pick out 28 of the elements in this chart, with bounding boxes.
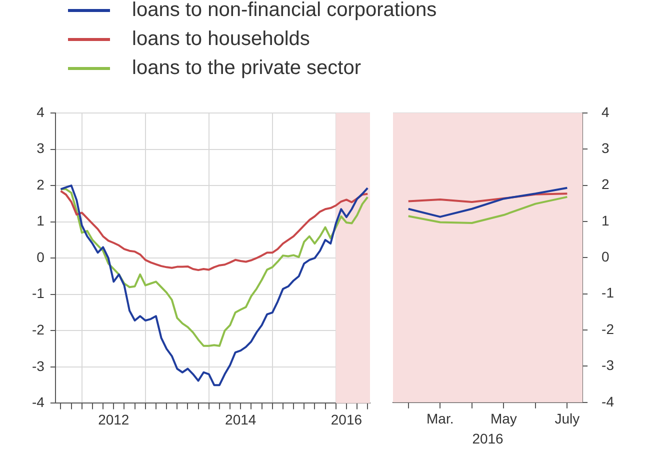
y-tick-label: 2 (36, 176, 45, 192)
y-tick-label: -4 (32, 394, 45, 410)
y-tick-label: 2 (602, 176, 610, 192)
legend-label: loans to households (132, 28, 310, 51)
y-tick-label: 0 (36, 248, 45, 265)
y-tick-label: -2 (602, 320, 614, 337)
y-tick-label: 1 (602, 212, 610, 228)
y-tick-label: -2 (32, 322, 45, 338)
y-tick-label: -1 (602, 284, 614, 301)
legend-label: loans to non-financial corporations (132, 0, 437, 22)
y-tick-label: 3 (602, 140, 610, 156)
y-tick-label: 3 (36, 140, 45, 156)
y-tick-label: 4 (36, 104, 45, 120)
y-tick-label: -3 (602, 357, 614, 374)
x-tick-label: May (490, 410, 517, 427)
x-tick-label: July (554, 410, 580, 427)
legend-label: loans to the private sector (132, 57, 362, 80)
y-tick-label: 0 (602, 248, 610, 265)
y-tick-label: 4 (602, 104, 610, 120)
x-tick-label: 2016 (330, 411, 362, 428)
y-tick-label: -4 (602, 393, 614, 410)
x-tick-label: 2014 (225, 411, 256, 428)
y-tick-label: 1 (36, 212, 45, 229)
y-tick-label: -1 (32, 285, 45, 302)
x-tick-label: Mar. (426, 410, 454, 427)
x-tick-label: 2012 (98, 411, 130, 428)
y-tick-label: -3 (32, 358, 45, 374)
x-axis-title: 2016 (472, 430, 504, 446)
